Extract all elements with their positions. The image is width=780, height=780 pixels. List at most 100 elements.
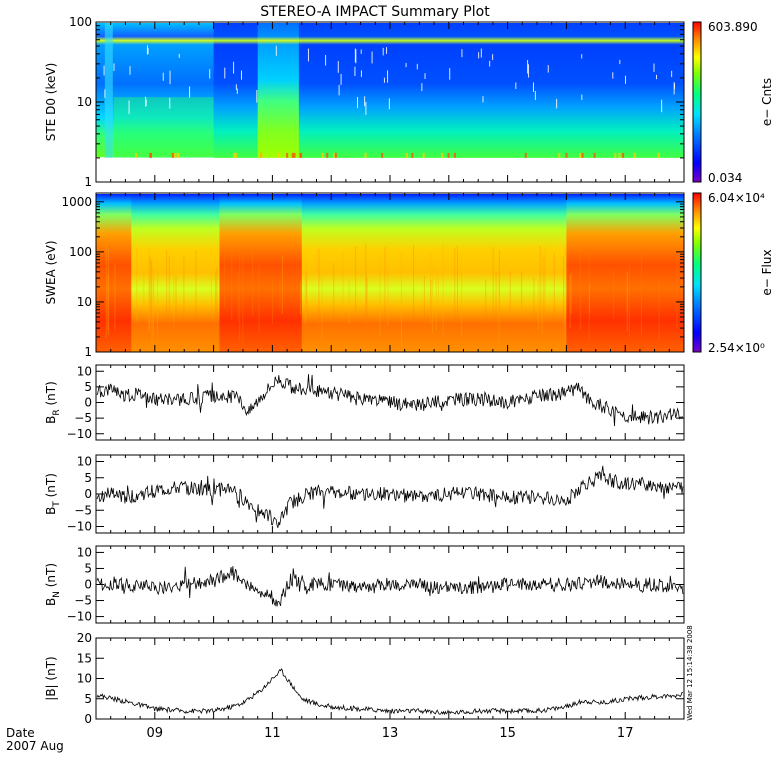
bt-trace (96, 465, 684, 528)
ste-speckle (173, 152, 176, 158)
ste-colorbar-max: 603.890 (708, 20, 758, 34)
br-trace (96, 374, 684, 427)
time-tick-label: 13 (382, 726, 399, 741)
ste-band-shade (104, 23, 113, 158)
ste-ytick-label: 100 (69, 15, 92, 29)
ste-speckle (364, 152, 367, 158)
swea-colorbar: 6.04×10⁴ 2.54×10⁰ e− Flux (692, 191, 774, 355)
swea-band-segment (301, 194, 567, 352)
bmag-ytick-label: 5 (84, 692, 92, 706)
bt-ytick-label: 10 (77, 455, 92, 469)
ste-band-segment (213, 23, 259, 158)
bmag-ytick-label: 15 (77, 651, 92, 665)
ste-speckle (176, 152, 179, 158)
ste-speckle (300, 152, 303, 158)
bmag-ytick-label: 20 (77, 631, 92, 645)
ste-speckle (286, 152, 289, 158)
ste-speckle (411, 152, 414, 158)
swea-ytick-label: 1 (84, 345, 92, 359)
time-tick-label: 17 (617, 726, 634, 741)
swea-ytick-label: 1000 (61, 195, 92, 209)
ste-speckle (614, 152, 617, 158)
ste-speckle (657, 152, 660, 158)
ste-spectrogram (96, 23, 685, 182)
bn-ytick-label: −10 (67, 610, 92, 624)
br-ytick-label: 5 (84, 380, 92, 394)
ste-speckle (524, 152, 527, 158)
ste-speckle (235, 152, 238, 158)
br-ytick-label: 10 (77, 364, 92, 378)
ste-speckle (593, 152, 596, 158)
plot-title: STEREO-A IMPACT Summary Plot (260, 4, 490, 20)
ste-speckle (149, 152, 152, 158)
ste-speckle (333, 152, 336, 158)
swea-ytick-label: 100 (69, 245, 92, 259)
swea-band-segment (131, 194, 220, 352)
bn-ytick-label: 10 (77, 545, 92, 559)
bt-ytick-label: −5 (74, 503, 92, 517)
bt-ytick-label: −10 (67, 520, 92, 534)
br-panel: −10 −50 5 10 (67, 364, 685, 441)
ste-speckle (453, 152, 456, 158)
br-ytick-label: −5 (74, 411, 92, 425)
bt-ytick-label: 5 (84, 471, 92, 485)
ste-speckle (565, 152, 568, 158)
ste-speckle (381, 152, 384, 158)
ste-colorbar-min: 0.034 (708, 171, 742, 185)
ste-speckle (171, 152, 174, 158)
time-tick-label: 11 (264, 726, 281, 741)
ste-speckle (633, 152, 636, 158)
bmag-ytick-label: 10 (77, 672, 92, 686)
ste-speckle (618, 152, 621, 158)
bn-ytick-label: −5 (74, 594, 92, 608)
bmag-panel: 0 5 10 15 20 (77, 631, 685, 726)
bn-panel: −10 −5 0 5 10 (67, 545, 685, 624)
ste-speckle (326, 152, 329, 158)
ste-speckle (233, 152, 236, 158)
ste-speckle (321, 152, 324, 158)
swea-band-segment (248, 194, 303, 352)
ste-speckle (441, 152, 444, 158)
swea-ytick-label: 10 (77, 295, 92, 309)
ste-colorbar-label: e− Cnts (760, 78, 774, 126)
ste-band-segment (578, 23, 685, 158)
swea-colorbar-max: 6.04×10⁴ (708, 191, 765, 205)
ste-speckle (277, 152, 280, 158)
ste-colorbar: 603.890 0.034 e− Cnts (692, 20, 774, 185)
swea-colorbar-label: e− Flux (760, 249, 774, 295)
bn-ylabel: BN (nT) (44, 563, 62, 606)
bn-ytick-label: 5 (84, 561, 92, 575)
ste-colorbar-scale (692, 21, 702, 183)
ste-speckle (293, 152, 296, 158)
ste-band-segment (257, 23, 300, 158)
swea-band-segment (96, 194, 132, 352)
br-ytick-label: 0 (84, 396, 92, 410)
br-ytick-label: −10 (67, 427, 92, 441)
time-tick-label: 09 (147, 726, 164, 741)
ste-band-segment (113, 23, 215, 158)
date-label: Date (6, 726, 35, 740)
year-month-label: 2007 Aug (6, 739, 64, 753)
swea-band-segment (566, 194, 588, 352)
ste-speckle (405, 152, 408, 158)
bmag-ylabel: |B| (nT) (44, 656, 58, 700)
bt-ylabel: BT (nT) (44, 473, 62, 515)
ste-speckle (260, 152, 263, 158)
swea-spectrogram (96, 194, 685, 352)
ste-speckle (581, 152, 584, 158)
bmag-ytick-label: 0 (84, 712, 92, 726)
ste-speckle (135, 152, 138, 158)
swea-band-segment (586, 194, 685, 352)
bt-ytick-label: 0 (84, 487, 92, 501)
ste-speckle (422, 152, 425, 158)
bn-trace (96, 566, 684, 607)
time-tick-label: 15 (499, 726, 516, 741)
ste-speckle (579, 152, 582, 158)
ste-speckle (177, 152, 180, 158)
ste-band-segment (298, 23, 579, 158)
ste-ytick-label: 1 (84, 175, 92, 189)
timestamp: Wed Mar 12 15:14:38 2008 (686, 625, 694, 721)
ste-ylabel: STE D0 (keV) (44, 63, 58, 142)
ste-speckle (291, 152, 294, 158)
ste-speckle (447, 152, 450, 158)
